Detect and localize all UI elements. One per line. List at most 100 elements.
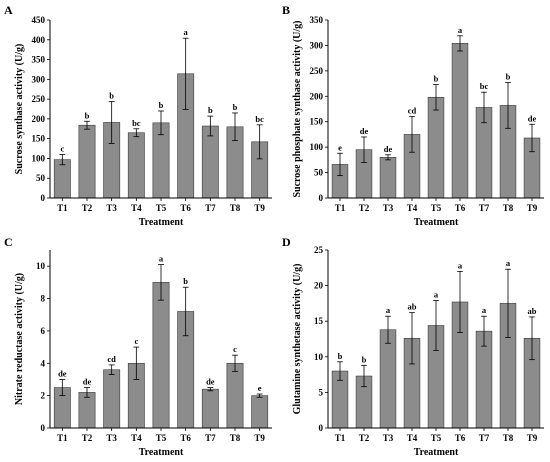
y-tick-label: 150	[32, 134, 46, 144]
bar	[427, 97, 445, 199]
y-tick-label: 10	[36, 261, 46, 271]
error-bar	[256, 393, 263, 398]
y-axis-title: Sucrose phosphate synthase activity (U/g…	[292, 20, 303, 197]
y-tick-label: 0	[41, 423, 46, 433]
error-bar	[361, 136, 367, 163]
y-tick-label: 450	[32, 15, 46, 25]
error-bar	[182, 37, 189, 110]
significance-label: b	[434, 74, 439, 84]
panel-letter: B	[282, 3, 290, 17]
y-tick-label: 10	[314, 352, 324, 362]
error-bar	[457, 270, 463, 333]
significance-label: c	[134, 336, 138, 346]
y-tick-label: 50	[36, 173, 46, 183]
error-bar	[337, 152, 343, 177]
error-bar	[385, 154, 391, 161]
error-bar	[529, 123, 535, 153]
y-tick-label: 200	[32, 114, 46, 124]
significance-label: de	[384, 144, 393, 154]
significance-label: a	[458, 25, 463, 35]
bar	[226, 362, 244, 429]
y-tick-label: 250	[310, 66, 324, 76]
error-bar	[133, 128, 140, 138]
y-tick-label: 150	[310, 117, 324, 127]
x-axis-title: Treatment	[139, 217, 184, 228]
significance-label: b	[85, 110, 90, 120]
x-tick-label: T3	[106, 433, 117, 443]
error-bar	[505, 82, 511, 129]
significance-label: b	[506, 72, 511, 82]
bar	[78, 392, 96, 429]
y-tick-label: 350	[310, 15, 324, 25]
error-bar	[232, 354, 238, 372]
error-bar	[256, 124, 263, 160]
significance-label: a	[482, 305, 487, 315]
x-tick-label: T3	[383, 203, 394, 213]
significance-label: c	[60, 143, 64, 153]
x-tick-label: T1	[335, 203, 346, 213]
y-tick-label: 5	[319, 387, 324, 397]
chart-panel-d: Db T1 b T2 a T3 ab T4 a T5 a T6 a T7 a T8 ab T9 0 5 10 15 20 25…	[282, 235, 544, 458]
error-bar	[433, 84, 439, 111]
y-tick-label: 400	[32, 35, 46, 45]
error-bar	[59, 154, 66, 166]
x-tick-label: T5	[156, 203, 167, 213]
error-bar	[158, 110, 164, 136]
bar	[379, 329, 397, 429]
error-bar	[108, 364, 115, 376]
bar	[451, 43, 469, 199]
y-axis-title: Sucrose synthase activity (U/g)	[14, 44, 25, 175]
x-tick-label: T7	[479, 433, 490, 443]
bar	[53, 159, 71, 199]
significance-label: de	[58, 368, 67, 378]
error-bar	[481, 315, 487, 347]
bar	[251, 395, 269, 429]
chart-panel-c: Cde T1 de T2 cd T3 c T4 a T5 b T6 de T7 c T8 e T9 0 2 4 6 8 10 T…	[4, 235, 272, 458]
x-tick-label: T1	[335, 433, 346, 443]
y-tick-label: 0	[319, 193, 324, 203]
error-bar	[133, 346, 140, 380]
chart-panel-b: Be T1 de T2 de T3 cd T4 b T5 a T6 bc T7 b T8 de T9 0 50 100 1…	[282, 3, 544, 228]
bar	[379, 157, 397, 199]
x-tick-label: T5	[431, 203, 442, 213]
significance-label: b	[109, 90, 114, 100]
x-tick-label: T3	[106, 203, 117, 213]
bar	[201, 388, 219, 429]
error-bar	[158, 264, 164, 301]
x-tick-label: T5	[156, 433, 167, 443]
y-tick-label: 4	[41, 358, 46, 368]
panel-letter: A	[4, 3, 13, 17]
x-axis-title: Treatment	[139, 447, 184, 458]
significance-label: de	[83, 377, 92, 387]
error-bar	[182, 286, 189, 337]
x-tick-label: T6	[455, 433, 466, 443]
x-axis-title: Treatment	[414, 217, 459, 228]
error-bar	[84, 387, 90, 398]
y-tick-label: 300	[310, 40, 324, 50]
significance-label: bc	[132, 118, 141, 128]
y-tick-label: 15	[314, 316, 324, 326]
significance-label: cd	[408, 106, 417, 116]
significance-label: bc	[255, 114, 264, 124]
x-tick-label: T9	[254, 203, 265, 213]
chart-panel-a: Ac T1 b T2 b T3 bc T4 b T5 a T6 b T7 b T8 bc T9 0 50 100 150 2…	[4, 3, 272, 228]
significance-label: a	[434, 290, 439, 300]
significance-label: c	[233, 344, 237, 354]
x-tick-label: T8	[503, 433, 514, 443]
significance-label: bc	[480, 81, 489, 91]
bar	[78, 124, 96, 199]
significance-label: a	[184, 27, 189, 37]
y-tick-label: 0	[41, 193, 46, 203]
x-tick-label: T4	[131, 433, 142, 443]
x-tick-label: T2	[82, 203, 93, 213]
error-bar	[505, 268, 511, 338]
x-tick-label: T3	[383, 433, 394, 443]
error-bar	[409, 312, 415, 365]
significance-label: de	[206, 377, 215, 387]
x-tick-label: T9	[254, 433, 265, 443]
error-bar	[433, 300, 439, 351]
x-tick-label: T7	[205, 203, 216, 213]
x-tick-label: T1	[57, 433, 68, 443]
significance-label: b	[183, 276, 188, 286]
